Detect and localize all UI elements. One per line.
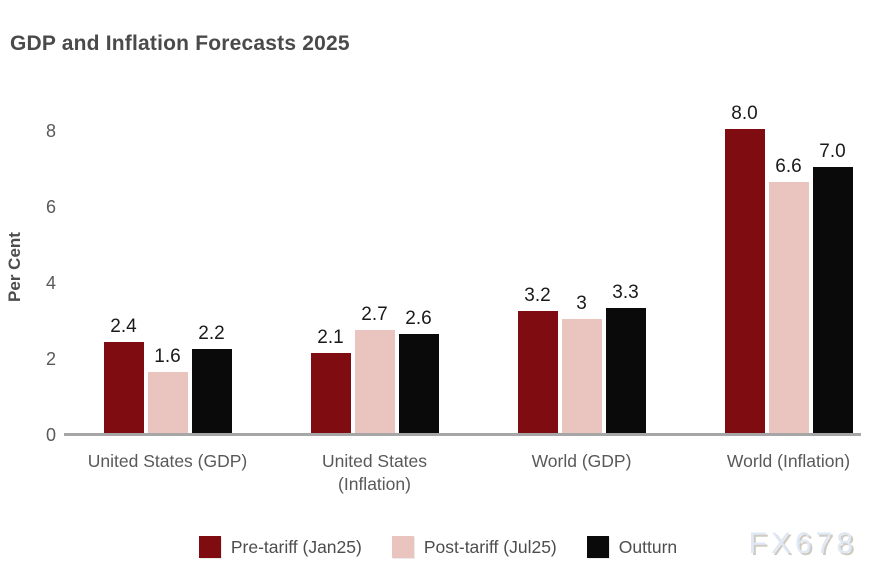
bar-value-label: 6.6 bbox=[775, 156, 802, 177]
bar-value-label: 2.6 bbox=[405, 308, 432, 329]
bar-pre-tariff-jan25- bbox=[517, 311, 558, 433]
bar-outturn bbox=[605, 308, 646, 433]
legend-swatch bbox=[586, 536, 609, 558]
y-tick-label: 6 bbox=[45, 197, 56, 217]
x-category-label-text: United States (GDP) bbox=[87, 451, 248, 471]
bar-post-tariff-jul25- bbox=[354, 330, 395, 433]
bar-outturn bbox=[398, 334, 439, 433]
bar-value-label: 2.7 bbox=[361, 304, 388, 325]
bar-value-label: 2.1 bbox=[317, 327, 344, 348]
y-tick-label: 2 bbox=[45, 349, 56, 369]
x-category-label-text: World (GDP) bbox=[531, 451, 632, 471]
bar-pre-tariff-jan25- bbox=[724, 129, 765, 433]
x-category-label-text: World (Inflation) bbox=[726, 451, 851, 471]
bar-value-label: 7.0 bbox=[819, 141, 846, 162]
legend-label: Post-tariff (Jul25) bbox=[423, 536, 557, 557]
x-category-label: United States (GDP) bbox=[64, 450, 271, 473]
bar-outturn bbox=[191, 349, 232, 433]
legend-label: Pre-tariff (Jan25) bbox=[230, 536, 362, 557]
bar-value-label: 3.2 bbox=[524, 285, 551, 306]
legend-swatch bbox=[391, 536, 414, 558]
y-tick-label: 4 bbox=[45, 273, 56, 293]
bar-value-label: 3.3 bbox=[612, 282, 639, 303]
x-category-label: World (Inflation) bbox=[685, 450, 876, 473]
x-axis-line bbox=[64, 433, 861, 436]
bar-pre-tariff-jan25- bbox=[310, 353, 351, 433]
bar-post-tariff-jul25- bbox=[768, 182, 809, 433]
bar-post-tariff-jul25- bbox=[147, 372, 188, 433]
bar-pre-tariff-jan25- bbox=[103, 342, 144, 433]
legend-item: Post-tariff (Jul25) bbox=[391, 536, 557, 558]
bar-outturn bbox=[812, 167, 853, 433]
chart-legend: Pre-tariff (Jan25) Post-tariff (Jul25) Out… bbox=[0, 536, 876, 558]
bar-value-label: 2.2 bbox=[198, 323, 225, 344]
y-tick-label: 0 bbox=[45, 425, 56, 445]
legend-item: Outturn bbox=[586, 536, 678, 558]
bar-value-label: 1.6 bbox=[154, 346, 181, 367]
x-category-label: United States (Inflation) bbox=[271, 450, 478, 496]
bar-value-label: 2.4 bbox=[110, 316, 137, 337]
chart-title: GDP and Inflation Forecasts 2025 bbox=[10, 32, 350, 55]
legend-label: Outturn bbox=[618, 536, 678, 557]
bar-value-label: 8.0 bbox=[731, 103, 758, 124]
legend-swatch bbox=[198, 536, 221, 558]
bar-post-tariff-jul25- bbox=[561, 319, 602, 433]
x-category-label-text: United States (Inflation) bbox=[321, 451, 428, 494]
y-tick-label: 8 bbox=[45, 121, 56, 141]
bar-value-label: 3 bbox=[576, 293, 587, 314]
watermark: FX678 bbox=[748, 527, 857, 560]
x-category-label: World (GDP) bbox=[478, 450, 685, 473]
legend-item: Pre-tariff (Jan25) bbox=[198, 536, 362, 558]
